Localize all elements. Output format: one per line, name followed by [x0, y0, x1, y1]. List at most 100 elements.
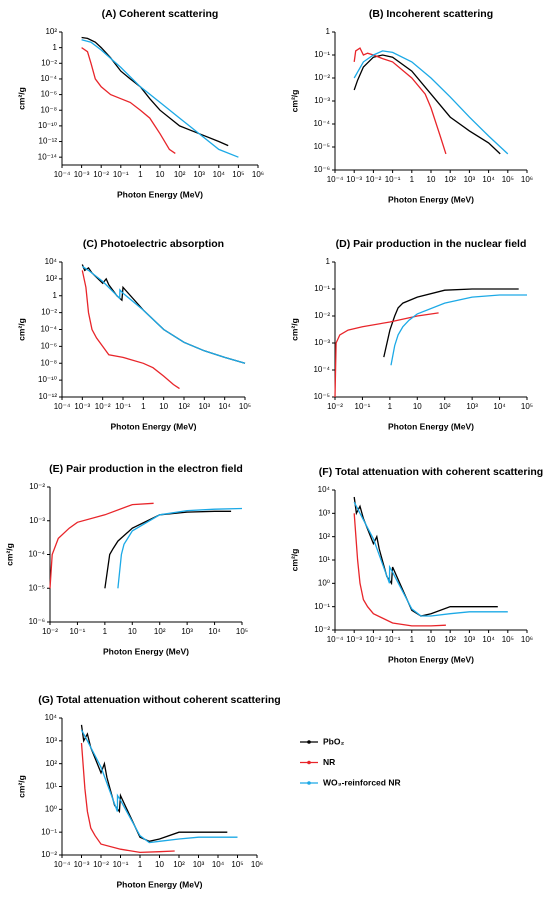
x-tick-label: 1	[138, 860, 143, 869]
chart-title: (D) Pair production in the nuclear field	[336, 238, 527, 250]
x-tick-label: 10⁻⁴	[327, 635, 344, 644]
series-line	[117, 507, 243, 589]
x-tick-label: 10⁴	[212, 860, 225, 869]
x-tick-label: 1	[410, 635, 415, 644]
chart-title: (G) Total attenuation without coherent s…	[38, 694, 280, 706]
y-axis-label: cm²/g	[4, 543, 14, 566]
y-axis-label: cm²/g	[16, 318, 26, 341]
y-tick-label: 10⁻⁴	[313, 365, 330, 374]
x-tick-label: 10⁻²	[93, 170, 109, 179]
y-tick-label: 10⁻¹⁰	[38, 375, 57, 384]
x-tick-label: 10⁻²	[93, 860, 109, 869]
x-tick-label: 10³	[464, 635, 476, 644]
x-tick-label: 1	[141, 402, 146, 411]
x-tick-label: 1	[410, 175, 415, 184]
x-tick-label: 1	[388, 402, 393, 411]
x-tick-label: 10⁻³	[74, 170, 90, 179]
series-line	[80, 724, 228, 842]
x-tick-label: 10⁶	[521, 175, 533, 184]
y-tick-label: 10²	[45, 274, 57, 283]
x-tick-label: 10	[413, 402, 422, 411]
series-line	[383, 288, 519, 358]
chart-title: (C) Photoelectric absorption	[83, 238, 224, 250]
legend-label: PbO₂	[323, 736, 344, 746]
chart-title: (A) Coherent scattering	[102, 8, 219, 20]
legend-marker	[307, 760, 311, 765]
y-tick-label: 10⁻⁶	[29, 617, 45, 626]
y-tick-label: 10⁻⁴	[40, 325, 57, 334]
series-line	[81, 39, 239, 158]
y-tick-label: 10⁻³	[29, 516, 45, 525]
series-line	[390, 294, 527, 366]
y-tick-label: 10⁻¹²	[39, 392, 58, 401]
y-tick-label: 10⁻¹⁴	[38, 152, 58, 161]
y-tick-label: 10⁰	[318, 578, 330, 587]
y-tick-label: 10⁻⁸	[41, 105, 58, 114]
x-tick-label: 10⁵	[502, 635, 514, 644]
x-tick-label: 10⁶	[521, 635, 533, 644]
x-tick-label: 10³	[466, 402, 478, 411]
x-tick-label: 10⁻³	[74, 860, 90, 869]
x-tick-label: 1	[103, 627, 108, 636]
x-tick-label: 10²	[154, 627, 166, 636]
y-tick-label: 10⁻¹²	[39, 137, 58, 146]
chart-title: (B) Incoherent scattering	[369, 8, 493, 20]
x-axis-label: Photon Energy (MeV)	[111, 421, 197, 431]
chart-title: (F) Total attenuation with coherent scat…	[319, 466, 543, 478]
x-tick-label: 10⁵	[521, 402, 533, 411]
x-tick-label: 10	[155, 860, 164, 869]
y-tick-label: 10⁻¹	[41, 827, 57, 836]
y-tick-label: 10¹	[45, 782, 57, 791]
y-tick-label: 10⁻³	[314, 338, 330, 347]
y-axis-label: cm²/g	[289, 90, 299, 113]
x-tick-label: 10⁻⁴	[54, 170, 71, 179]
x-tick-label: 10³	[199, 402, 211, 411]
legend-label: WO₃-reinforced NR	[323, 777, 401, 787]
y-axis-label: cm²/g	[16, 775, 26, 798]
x-tick-label: 10²	[444, 635, 456, 644]
x-tick-label: 10⁻⁴	[54, 402, 71, 411]
y-tick-label: 10⁻⁵	[314, 142, 330, 151]
x-tick-label: 10⁻¹	[113, 860, 129, 869]
x-tick-label: 10⁵	[232, 170, 244, 179]
x-tick-label: 10	[427, 175, 436, 184]
y-tick-label: 10⁻²	[41, 58, 57, 67]
x-tick-label: 10⁻²	[42, 627, 58, 636]
series-line	[353, 47, 447, 155]
chart-title: (E) Pair production in the electron fiel…	[49, 463, 243, 475]
x-tick-label: 10⁴	[218, 402, 231, 411]
y-tick-label: 10⁻²	[314, 625, 330, 634]
y-tick-label: 1	[326, 257, 331, 266]
x-tick-label: 10⁻¹	[70, 627, 86, 636]
x-tick-label: 10³	[193, 860, 205, 869]
legend-label: NR	[323, 757, 335, 767]
x-tick-label: 10²	[174, 170, 186, 179]
x-axis-label: Photon Energy (MeV)	[388, 194, 474, 204]
x-tick-label: 10⁵	[239, 402, 251, 411]
series-line	[81, 270, 180, 390]
x-axis-label: Photon Energy (MeV)	[103, 646, 189, 656]
x-tick-label: 10⁻¹	[355, 402, 371, 411]
y-axis-label: cm²/g	[289, 549, 299, 572]
x-axis-label: Photon Energy (MeV)	[388, 654, 474, 664]
y-tick-label: 10¹	[318, 555, 330, 564]
y-tick-label: 10²	[318, 532, 330, 541]
y-tick-label: 10⁻²	[41, 850, 57, 859]
series-line	[81, 265, 246, 364]
x-axis-label: Photon Energy (MeV)	[117, 879, 203, 889]
y-tick-label: 10⁻²	[314, 73, 330, 82]
legend-marker	[307, 740, 311, 744]
series-line	[334, 312, 439, 398]
y-tick-label: 1	[326, 27, 331, 36]
y-axis-label: cm²/g	[16, 87, 26, 110]
y-tick-label: 10⁻²	[41, 308, 57, 317]
y-tick-label: 10⁻⁶	[314, 165, 330, 174]
x-axis-label: Photon Energy (MeV)	[388, 421, 474, 431]
x-tick-label: 10⁻²	[327, 402, 343, 411]
y-tick-label: 10⁻⁸	[41, 358, 58, 367]
x-tick-label: 10⁵	[231, 860, 243, 869]
y-tick-label: 10⁻⁶	[41, 341, 57, 350]
x-tick-label: 10⁻³	[346, 635, 362, 644]
